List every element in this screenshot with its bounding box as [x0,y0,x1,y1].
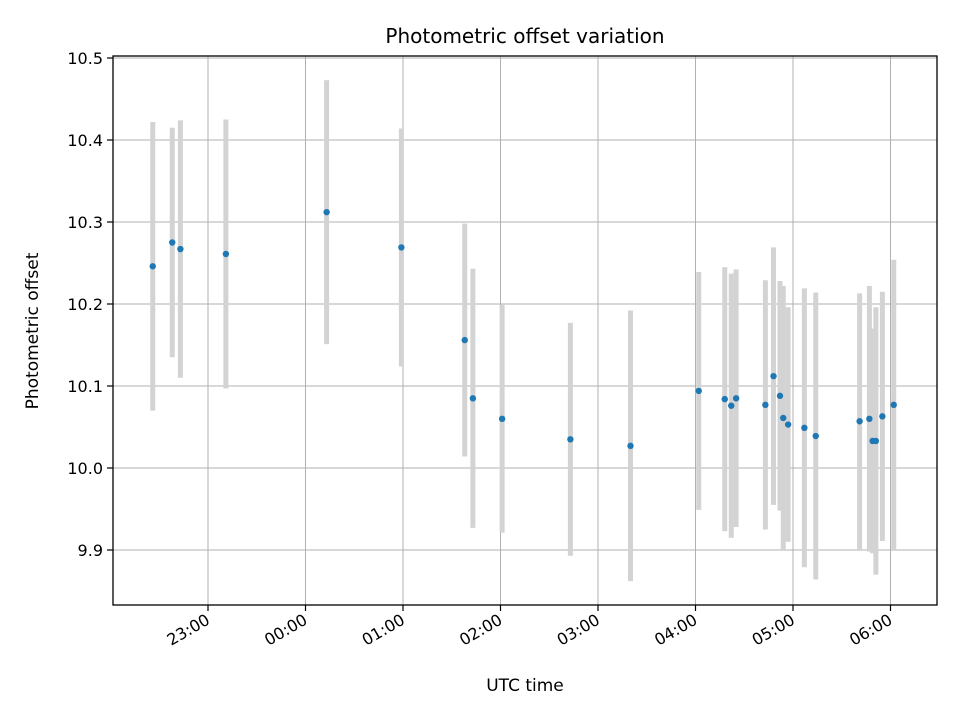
data-point [728,402,735,409]
data-point [469,395,477,402]
data-point [732,395,740,402]
y-tick-label: 9.9 [78,541,103,560]
data-point [323,208,330,216]
y-axis-ticks: 9.9 10.0 10.1 10.2 10.3 10.4 10.5 [67,49,113,560]
data-point [872,437,880,445]
data-point [695,387,702,395]
data-point [812,432,819,440]
data-point [784,421,792,428]
data-point [762,401,769,409]
data-point [177,245,184,253]
data-point [149,263,156,270]
y-tick-label: 10.5 [67,49,103,68]
data-point [721,395,728,403]
chart-title: Photometric offset variation [385,24,664,48]
y-tick-label: 10.4 [67,131,103,150]
y-tick-label: 10.2 [67,295,103,314]
data-point [398,244,405,251]
y-axis-label: Photometric offset [23,252,43,409]
plot-frame [112,55,938,606]
data-point [780,414,787,422]
y-tick-label: 10.3 [67,213,103,232]
data-point [801,424,808,432]
data-point [169,239,176,246]
x-axis-label: UTC time [486,676,564,696]
data-point [222,250,230,258]
data-point [856,418,863,425]
data-point [461,336,468,344]
data-point [498,415,506,422]
y-tick-label: 10.0 [67,459,103,478]
data-point [567,436,574,443]
y-tick-label: 10.1 [67,377,103,396]
data-point [879,413,886,420]
data-points [149,208,897,450]
data-point [776,392,784,400]
data-point [890,401,897,409]
data-point [770,372,777,380]
data-point [866,415,873,422]
data-point [627,442,634,450]
